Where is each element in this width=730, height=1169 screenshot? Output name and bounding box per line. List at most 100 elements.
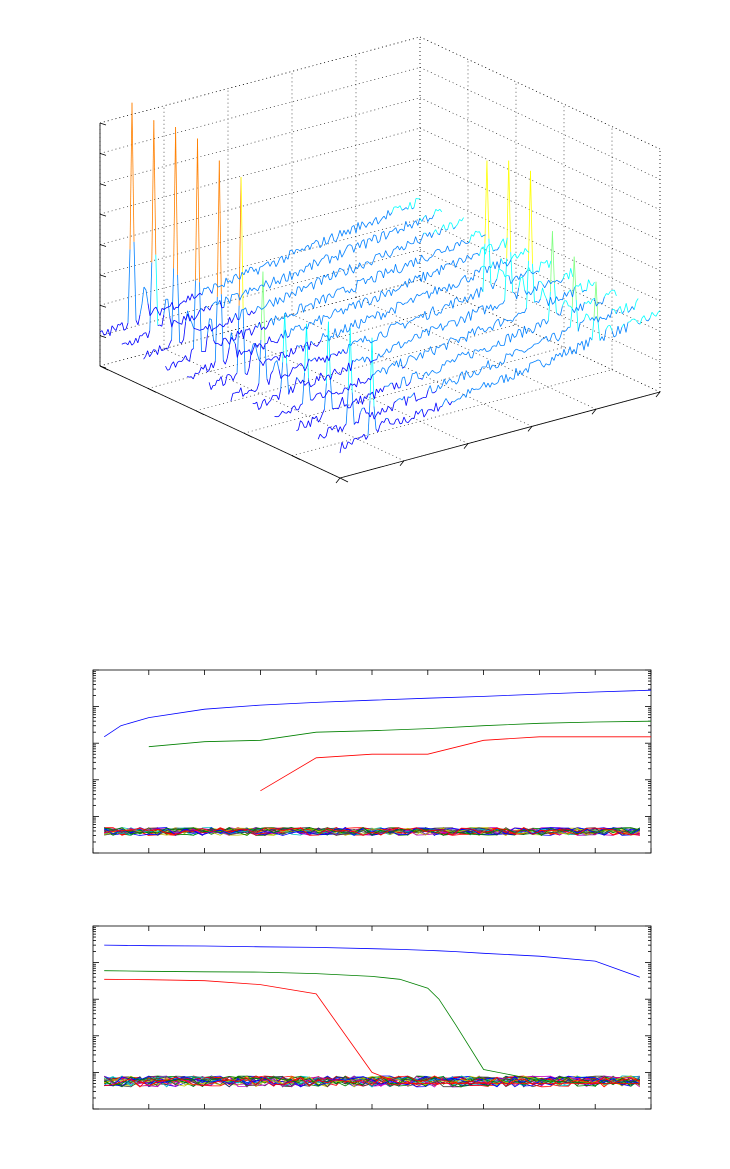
slice-10-segment [403, 396, 407, 406]
slice-0-segment [373, 217, 377, 221]
slice-0-segment [315, 239, 319, 242]
plot-frame [92, 669, 652, 854]
slice-6-segment [546, 260, 550, 268]
slice-6-segment [358, 338, 362, 341]
slice-0-segment [209, 289, 213, 294]
slice-3-segment [215, 342, 218, 345]
slice-0-segment [141, 286, 145, 304]
slice-11-segment [479, 385, 483, 389]
slice-2-segment [165, 348, 168, 350]
slice-2-segment [215, 326, 218, 329]
slice-11-segment [439, 406, 443, 408]
slice-6-segment [464, 296, 468, 303]
slice-8-segment [528, 170, 531, 261]
slice-2-segment [303, 285, 306, 289]
slice-11-segment [627, 321, 631, 323]
slice-8-segment [354, 383, 357, 388]
slice-11-segment [497, 376, 501, 383]
slice-0-segment [287, 250, 291, 260]
slice-2-segment [357, 262, 360, 269]
slice-1-segment [155, 254, 159, 326]
slice-6-segment [476, 288, 480, 298]
slice-5-segment [508, 259, 512, 264]
slice-7-segment [380, 355, 383, 358]
slice-9-segment [610, 289, 613, 292]
slice-8-segment [308, 378, 311, 400]
slice-1-segment [309, 262, 313, 270]
slice-0-segment [197, 292, 201, 296]
slice-5-segment [506, 263, 510, 267]
slice-3-segment [295, 312, 298, 316]
slice-6-segment [320, 357, 324, 361]
slice-6-segment [230, 393, 234, 402]
slice-0-segment [323, 236, 327, 245]
slice-7-segment [470, 309, 474, 321]
slice-9-segment [404, 376, 407, 386]
slice-11-segment [553, 353, 557, 361]
slice-2-segment [359, 262, 362, 267]
slice-9-segment [364, 396, 367, 400]
slice-10-segment [599, 316, 603, 319]
slice-0-segment [399, 205, 403, 211]
slice-1-segment [167, 299, 171, 318]
slice-7-segment [288, 386, 292, 395]
slice-1-segment [269, 282, 273, 289]
slice-7-segment [258, 407, 261, 410]
slice-3-segment [429, 256, 432, 259]
slice-2-segment [307, 283, 310, 287]
slice-8-segment [490, 326, 493, 331]
slice-9-segment [300, 420, 303, 423]
slice-10-segment [503, 353, 507, 363]
slice-2-segment [277, 297, 280, 305]
slice-4-segment [202, 364, 206, 370]
grid-line-floor [99, 279, 421, 367]
slice-1-segment [373, 234, 376, 236]
x-tick [527, 426, 533, 432]
slice-6-segment [452, 298, 456, 309]
slice-7-segment [320, 372, 324, 378]
slice-7-segment [400, 345, 403, 349]
slice-0-segment [161, 308, 165, 310]
slice-8-segment [312, 397, 315, 401]
slice-1-segment [161, 314, 165, 327]
slice-11-segment [609, 325, 613, 331]
slice-0-segment [149, 312, 153, 317]
slice-5-segment [268, 358, 272, 361]
slice-3-segment [377, 270, 380, 273]
slice-0-segment [321, 236, 325, 246]
slice-0-segment [103, 334, 107, 336]
slice-7-segment [516, 287, 520, 300]
slice-5-segment [296, 345, 300, 347]
slice-5-segment [232, 375, 236, 381]
slice-8-segment [592, 282, 595, 286]
slice-11-segment [617, 326, 621, 334]
slice-8-segment [378, 369, 381, 373]
slice-3-segment [449, 249, 452, 252]
slice-4-segment [380, 290, 384, 294]
slice-8-segment [444, 343, 447, 350]
slice-9-segment [570, 305, 573, 310]
slice-9-segment [590, 299, 593, 305]
slice-4-segment [306, 322, 310, 330]
slice-9-segment [476, 349, 479, 352]
slice-11-segment [613, 335, 617, 338]
slice-9-segment [380, 388, 383, 393]
slice-9-segment [310, 417, 313, 427]
slice-2-segment [373, 254, 376, 261]
slice-4-segment [330, 311, 334, 317]
slice-1-segment [281, 273, 285, 278]
slice-5-segment [240, 176, 244, 310]
slice-11-segment [447, 401, 451, 406]
slice-6-segment [364, 335, 368, 342]
slice-5-segment [458, 279, 462, 285]
slice-10-segment [379, 407, 383, 415]
slice-0-segment [243, 269, 247, 276]
slice-9-segment [338, 403, 341, 410]
slice-1-segment [301, 269, 305, 273]
slice-9-segment [376, 388, 379, 393]
slice-3-segment [195, 138, 198, 281]
slice-7-segment [518, 277, 522, 288]
slice-8-segment [390, 362, 393, 366]
slice-2-segment [235, 313, 238, 320]
slice-3-segment [241, 329, 244, 339]
